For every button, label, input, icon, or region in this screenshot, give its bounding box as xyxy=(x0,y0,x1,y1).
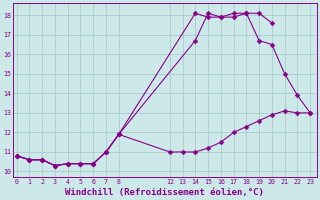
X-axis label: Windchill (Refroidissement éolien,°C): Windchill (Refroidissement éolien,°C) xyxy=(65,188,264,197)
